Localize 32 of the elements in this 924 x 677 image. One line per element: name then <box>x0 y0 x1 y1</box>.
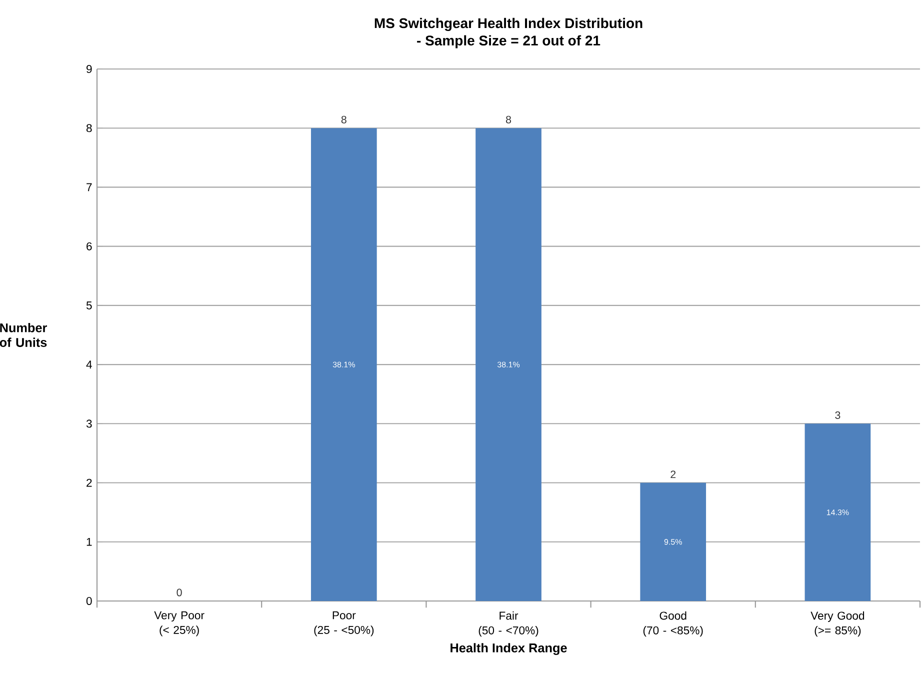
data-label: 0 <box>176 588 182 596</box>
y-tick-label: 7 <box>86 183 92 192</box>
annotation: 14.3% <box>826 509 849 516</box>
data-label: 8 <box>506 116 511 124</box>
bar <box>804 424 871 601</box>
annotation: 38.1% <box>497 362 520 368</box>
annotation: 9.5% <box>664 539 682 545</box>
y-tick-label: 4 <box>86 360 92 368</box>
bar <box>640 482 706 601</box>
y-tick-label: 3 <box>86 420 92 428</box>
y-axis-title: Number of Units <box>0 323 48 347</box>
x-axis-title: Health Index Range <box>450 643 567 655</box>
y-tick-label: 6 <box>86 242 92 250</box>
chart-subtitle: - Sample Size = 21 out of 21 <box>417 35 600 48</box>
y-tick-label: 2 <box>86 478 92 487</box>
bar <box>476 128 542 601</box>
data-label: 8 <box>341 116 346 124</box>
x-tick-label: Very Poor (< 25%) <box>154 611 204 636</box>
data-label: 3 <box>835 411 840 419</box>
annotation: 38.1% <box>332 362 355 368</box>
y-tick-label: 9 <box>86 64 92 73</box>
x-tick-label: Very Good (>= 85%) <box>810 611 864 637</box>
x-tick-label: Fair (50 - <70%) <box>478 611 538 637</box>
x-tick-label: Good (70 - <85%) <box>643 611 703 637</box>
x-tick-label: Poor (25 - <50%) <box>314 611 374 636</box>
data-label: 2 <box>670 470 676 478</box>
y-tick-label: 5 <box>86 301 92 310</box>
bar <box>310 128 377 601</box>
y-tick-label: 0 <box>86 596 92 605</box>
y-tick-label: 1 <box>86 538 92 546</box>
y-tick-label: 8 <box>86 124 92 132</box>
chart-title: MS Switchgear Health Index Distribution <box>374 18 642 32</box>
